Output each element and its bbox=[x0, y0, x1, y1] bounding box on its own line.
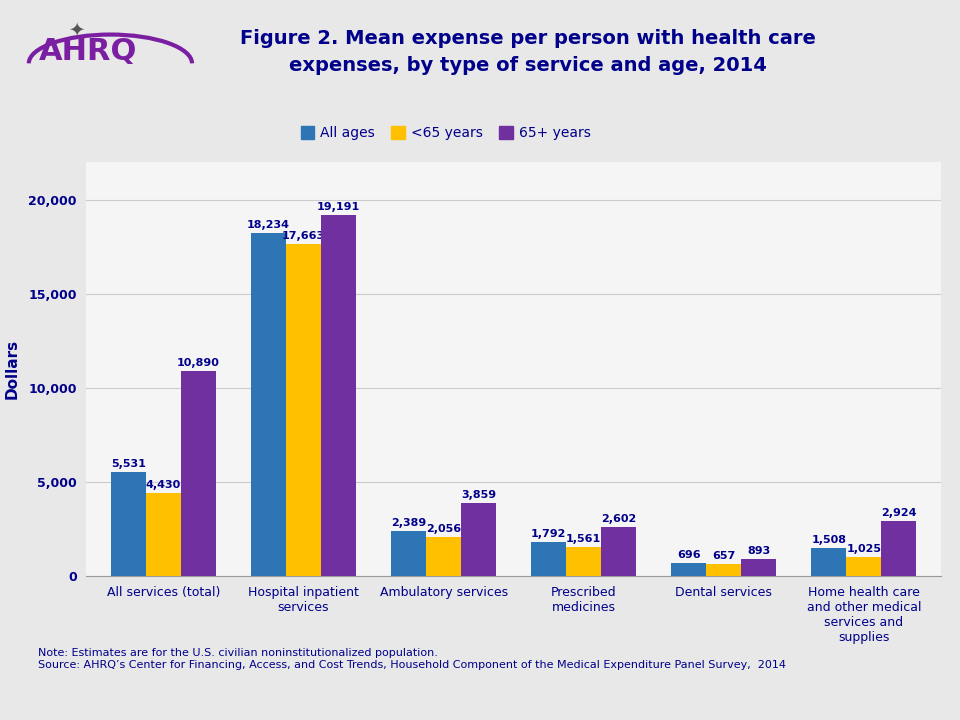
Text: 1,792: 1,792 bbox=[531, 529, 566, 539]
Bar bbox=[566, 546, 601, 576]
Text: Note: Estimates are for the U.S. civilian noninstitutionalized population.
Sourc: Note: Estimates are for the U.S. civilia… bbox=[38, 648, 786, 670]
Bar bbox=[881, 521, 916, 576]
Text: 1,508: 1,508 bbox=[811, 535, 847, 544]
Bar bbox=[601, 527, 636, 576]
Text: 17,663: 17,663 bbox=[282, 230, 325, 240]
Text: 2,602: 2,602 bbox=[601, 514, 636, 524]
Bar bbox=[251, 233, 286, 576]
Text: 1,561: 1,561 bbox=[566, 534, 601, 544]
Text: ✦: ✦ bbox=[68, 21, 85, 40]
Text: Figure 2. Mean expense per person with health care
expenses, by type of service : Figure 2. Mean expense per person with h… bbox=[240, 29, 816, 75]
Bar bbox=[811, 548, 847, 576]
Bar bbox=[321, 215, 356, 576]
Bar bbox=[461, 503, 496, 576]
Bar bbox=[111, 472, 146, 576]
Text: 2,924: 2,924 bbox=[881, 508, 917, 518]
Text: 657: 657 bbox=[712, 551, 735, 561]
Text: 2,056: 2,056 bbox=[426, 524, 461, 534]
Bar bbox=[741, 559, 777, 576]
Text: 18,234: 18,234 bbox=[247, 220, 290, 230]
Bar bbox=[847, 557, 881, 576]
Bar bbox=[391, 531, 426, 576]
Text: AHRQ: AHRQ bbox=[38, 37, 136, 66]
Text: 4,430: 4,430 bbox=[146, 480, 181, 490]
Bar bbox=[426, 537, 461, 576]
Text: 696: 696 bbox=[677, 550, 701, 560]
Bar bbox=[531, 542, 566, 576]
Bar bbox=[146, 492, 180, 576]
Text: 2,389: 2,389 bbox=[391, 518, 426, 528]
Text: 3,859: 3,859 bbox=[461, 490, 496, 500]
Bar bbox=[286, 243, 321, 576]
Text: 893: 893 bbox=[747, 546, 770, 556]
Text: 19,191: 19,191 bbox=[317, 202, 360, 212]
Text: 1,025: 1,025 bbox=[847, 544, 881, 554]
Bar bbox=[180, 371, 216, 576]
Text: 10,890: 10,890 bbox=[177, 358, 220, 368]
Bar bbox=[707, 564, 741, 576]
Y-axis label: Dollars: Dollars bbox=[5, 339, 20, 399]
Bar bbox=[671, 563, 707, 576]
Text: 5,531: 5,531 bbox=[111, 459, 146, 469]
Legend: All ages, <65 years, 65+ years: All ages, <65 years, 65+ years bbox=[295, 121, 596, 145]
